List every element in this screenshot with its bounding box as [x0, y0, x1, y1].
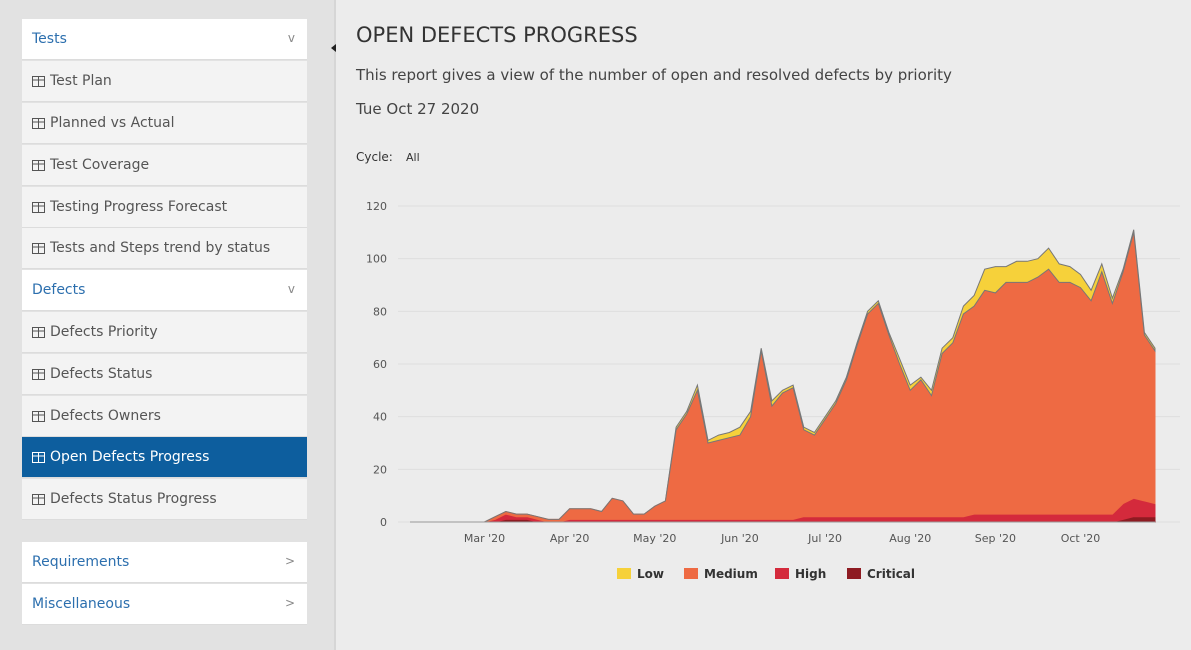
report-title: OPEN DEFECTS PROGRESS: [356, 23, 638, 47]
item-label: Defects Priority: [50, 324, 158, 340]
y-tick-label: 40: [373, 411, 387, 424]
item-icon: [32, 327, 45, 338]
menu-item[interactable]: Planned vs Actual: [22, 103, 307, 144]
cycle-value[interactable]: All: [406, 151, 420, 164]
x-tick-label: Aug '20: [889, 532, 931, 545]
section-title: Requirements: [32, 554, 130, 570]
menu-item[interactable]: Test Plan: [22, 61, 307, 102]
item-label: Planned vs Actual: [50, 115, 175, 131]
legend-label[interactable]: Critical: [867, 567, 915, 581]
item-icon: [32, 160, 45, 171]
x-tick-label: Jun '20: [720, 532, 759, 545]
section-indicator: v: [287, 31, 295, 45]
section-title: Miscellaneous: [32, 596, 131, 612]
section-header[interactable]: Miscellaneous >: [22, 584, 307, 625]
y-tick-label: 20: [373, 463, 387, 476]
area: [410, 229, 1156, 523]
legend-label[interactable]: Medium: [704, 567, 758, 581]
item-icon: [32, 76, 45, 87]
item-icon: [32, 369, 45, 380]
item-label: Testing Progress Forecast: [50, 199, 228, 215]
menu-item[interactable]: Open Defects Progress: [22, 437, 307, 478]
menu-item[interactable]: Tests and Steps trend by status: [22, 228, 307, 269]
cycle-label: Cycle:: [356, 150, 393, 164]
item-label: Tests and Steps trend by status: [50, 240, 271, 256]
menu-item[interactable]: Defects Status: [22, 354, 307, 395]
section-header[interactable]: Tests v: [22, 19, 307, 60]
y-tick-label: 60: [373, 358, 387, 371]
item-icon: [32, 494, 45, 505]
item-icon: [32, 202, 45, 213]
x-tick-label: Jul '20: [807, 532, 842, 545]
section-header[interactable]: Defects v: [22, 270, 307, 311]
chart: 0 20 40 60 80 100 120 Mar '20 Apr '20 May '20 Jun …: [366, 200, 1180, 581]
menu-item[interactable]: Test Coverage: [22, 145, 307, 186]
menu-item[interactable]: Defects Priority: [22, 312, 307, 353]
menu-item[interactable]: Defects Status Progress: [22, 479, 307, 520]
item-label: Open Defects Progress: [50, 449, 210, 465]
x-tick-label: Mar '20: [464, 532, 505, 545]
area: [410, 232, 1156, 523]
section-indicator: v: [287, 282, 295, 296]
item-label: Defects Status Progress: [50, 491, 217, 507]
item-label: Test Coverage: [50, 157, 150, 173]
item-label: Defects Owners: [50, 408, 161, 424]
section-header[interactable]: Requirements >: [22, 542, 307, 583]
x-tick-label: Sep '20: [975, 532, 1016, 545]
x-tick-label: Apr '20: [550, 532, 590, 545]
item-icon: [32, 452, 45, 463]
legend-label[interactable]: Low: [637, 567, 664, 581]
y-tick-label: 80: [373, 305, 387, 318]
legend-swatch[interactable]: [684, 568, 698, 579]
sidebar: Tests v Test Plan Planned vs Actual Test Cov…: [0, 0, 336, 650]
section-title: Defects: [32, 282, 86, 298]
report-description: This report gives a view of the number o…: [356, 66, 952, 84]
x-tick-label: Oct '20: [1061, 532, 1101, 545]
collapse-toggle[interactable]: [329, 42, 339, 54]
menu-item[interactable]: Defects Owners: [22, 396, 307, 437]
y-tick-label: 120: [366, 200, 387, 213]
item-icon: [32, 411, 45, 422]
report-date: Tue Oct 27 2020: [356, 100, 480, 118]
legend-swatch[interactable]: [775, 568, 789, 579]
menu-item[interactable]: Testing Progress Forecast: [22, 187, 307, 228]
section-indicator: >: [284, 554, 295, 568]
section-title: Tests: [32, 31, 67, 47]
item-icon: [32, 118, 45, 129]
y-tick-label: 0: [380, 516, 387, 529]
legend-label[interactable]: High: [795, 567, 826, 581]
item-label: Test Plan: [50, 73, 112, 89]
legend-swatch[interactable]: [847, 568, 861, 579]
legend-swatch[interactable]: [617, 568, 631, 579]
y-tick-label: 100: [366, 253, 387, 266]
item-icon: [32, 243, 45, 254]
section-indicator: >: [284, 596, 295, 610]
item-label: Defects Status: [50, 366, 153, 382]
x-tick-label: May '20: [633, 532, 676, 545]
